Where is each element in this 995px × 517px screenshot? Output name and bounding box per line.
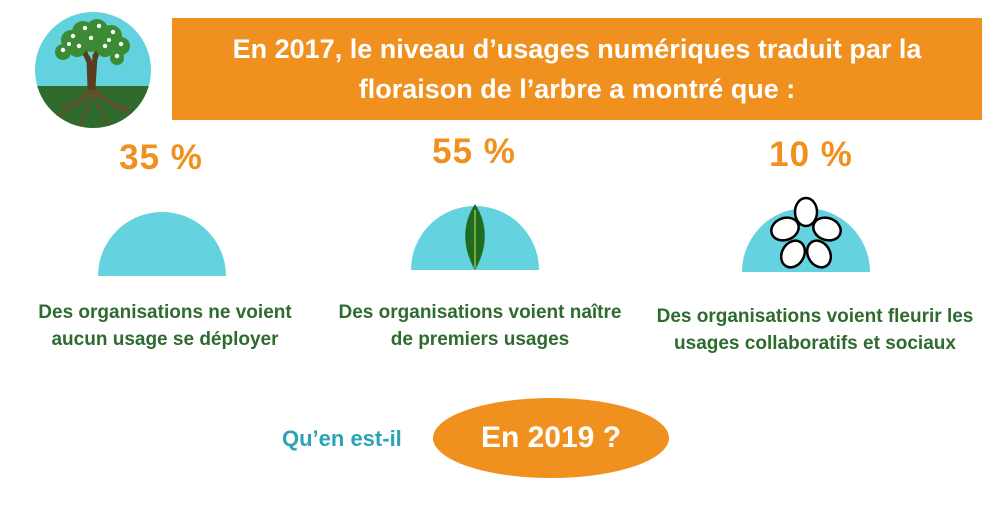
question-label: Qu’en est-il	[282, 426, 402, 451]
stat-percent-none: 35 %	[119, 138, 203, 177]
stat-caption-none: Des organisations ne voient aucun usage …	[38, 302, 292, 350]
stat-caption-flourishing: Des organisations voient fleurir les usa…	[656, 306, 974, 354]
flower-icon	[770, 196, 842, 269]
leaf-icon	[465, 204, 485, 270]
leaf-dome	[409, 184, 541, 270]
empty-dome-icon	[96, 190, 228, 276]
header-title: En 2017, le niveau d’usages numériques t…	[232, 34, 922, 104]
header-banner: En 2017, le niveau d’usages numériques t…	[172, 18, 982, 120]
flower-dome	[740, 186, 872, 272]
tree-logo-icon	[33, 10, 153, 130]
stat-percent-first-usages: 55 %	[432, 132, 516, 171]
year-2019-button[interactable]: En 2019 ?	[433, 398, 669, 478]
stat-caption-first-usages: Des organisations voient naître de premi…	[338, 302, 622, 350]
stat-percent-flourishing: 10 %	[769, 135, 853, 174]
